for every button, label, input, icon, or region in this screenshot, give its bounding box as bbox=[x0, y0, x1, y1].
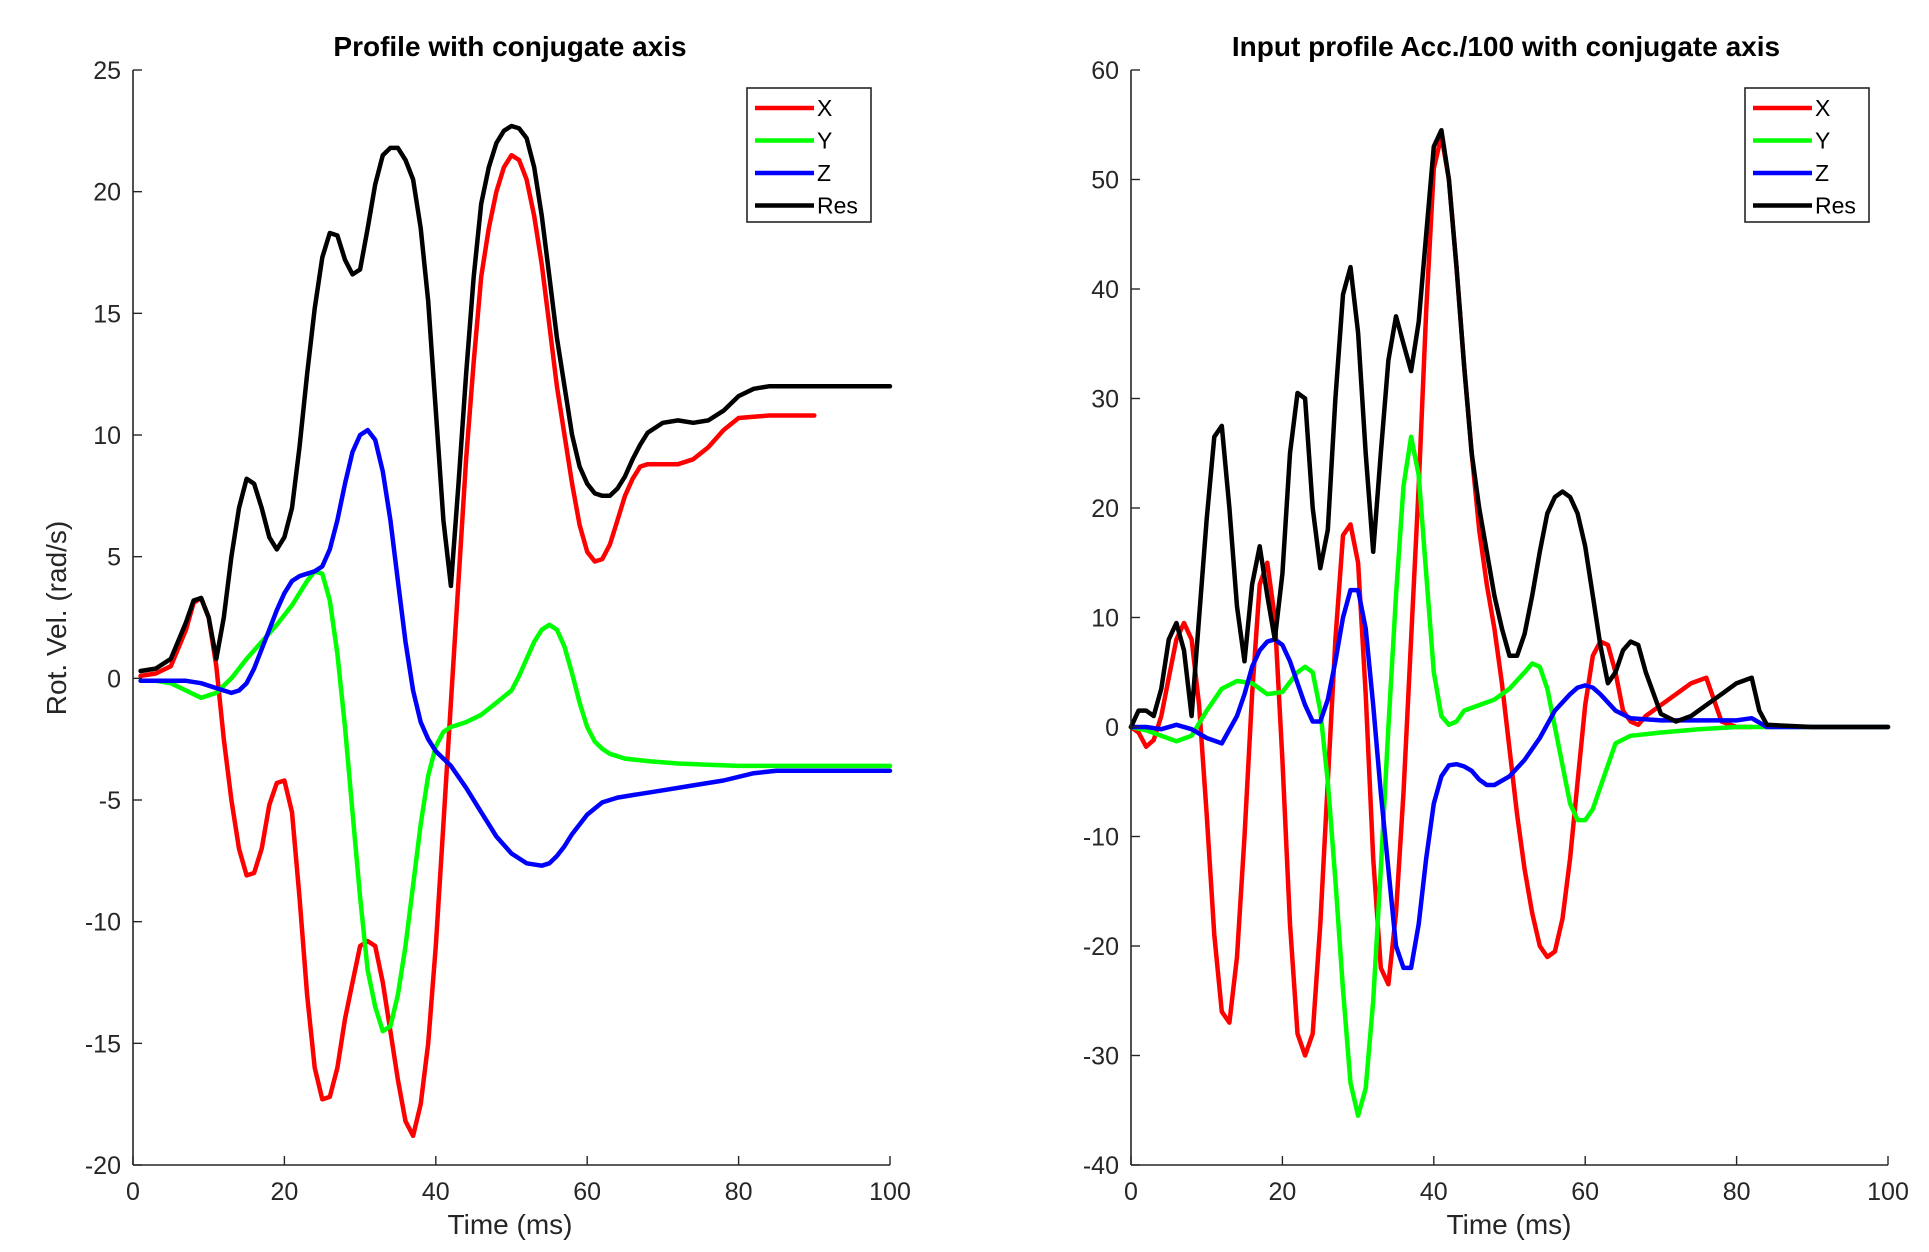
x-tick-label: 60 bbox=[1571, 1178, 1599, 1206]
y-tick-label: 30 bbox=[1091, 386, 1119, 414]
y-tick-label: -5 bbox=[99, 787, 121, 815]
y-axis-label: Rot. Vel. (rad/s) bbox=[41, 521, 72, 716]
y-tick-label: 5 bbox=[107, 544, 121, 572]
y-tick-label: -40 bbox=[1083, 1152, 1119, 1180]
legend-label: X bbox=[817, 95, 832, 121]
y-tick-label: -10 bbox=[85, 909, 121, 937]
chart-title: Input profile Acc./100 with conjugate ax… bbox=[1232, 31, 1780, 62]
x-tick-label: 0 bbox=[1124, 1178, 1138, 1206]
y-tick-label: -20 bbox=[1083, 933, 1119, 961]
y-tick-label: 10 bbox=[1091, 605, 1119, 633]
x-tick-label: 20 bbox=[1268, 1178, 1296, 1206]
x-tick-label: 100 bbox=[869, 1178, 911, 1206]
y-tick-label: 40 bbox=[1091, 276, 1119, 304]
y-tick-label: -20 bbox=[85, 1152, 121, 1180]
x-tick-label: 80 bbox=[1723, 1178, 1751, 1206]
y-tick-label: 15 bbox=[93, 300, 121, 328]
y-tick-label: 60 bbox=[1091, 57, 1119, 85]
chart-title: Profile with conjugate axis bbox=[333, 31, 686, 62]
legend: XYZ Res bbox=[747, 88, 871, 222]
x-tick-label: 100 bbox=[1867, 1178, 1909, 1206]
legend-label: Y bbox=[817, 128, 832, 154]
x-tick-label: 20 bbox=[270, 1178, 298, 1206]
x-tick-label: 60 bbox=[573, 1178, 601, 1206]
legend-label: Res bbox=[817, 193, 858, 219]
legend: XYZ Res bbox=[1745, 88, 1869, 222]
y-tick-label: -15 bbox=[85, 1030, 121, 1058]
x-tick-label: 40 bbox=[422, 1178, 450, 1206]
x-tick-label: 0 bbox=[126, 1178, 140, 1206]
y-tick-label: -30 bbox=[1083, 1043, 1119, 1071]
y-tick-label: 25 bbox=[93, 57, 121, 85]
y-tick-label: 0 bbox=[107, 665, 121, 693]
legend-label: Y bbox=[1815, 128, 1830, 154]
y-tick-label: 20 bbox=[1091, 495, 1119, 523]
legend-label: Res bbox=[1815, 193, 1856, 219]
y-tick-label: 0 bbox=[1105, 714, 1119, 742]
x-axis-label: Time (ms) bbox=[1447, 1209, 1572, 1240]
legend-label: Z bbox=[817, 160, 831, 186]
x-tick-label: 40 bbox=[1420, 1178, 1448, 1206]
legend-label: X bbox=[1815, 95, 1830, 121]
x-axis-label: Time (ms) bbox=[448, 1209, 573, 1240]
y-tick-label: 20 bbox=[93, 179, 121, 207]
x-tick-label: 80 bbox=[725, 1178, 753, 1206]
y-tick-label: 50 bbox=[1091, 167, 1119, 195]
y-tick-label: -10 bbox=[1083, 824, 1119, 852]
legend-label: Z bbox=[1815, 160, 1829, 186]
y-tick-label: 10 bbox=[93, 422, 121, 450]
